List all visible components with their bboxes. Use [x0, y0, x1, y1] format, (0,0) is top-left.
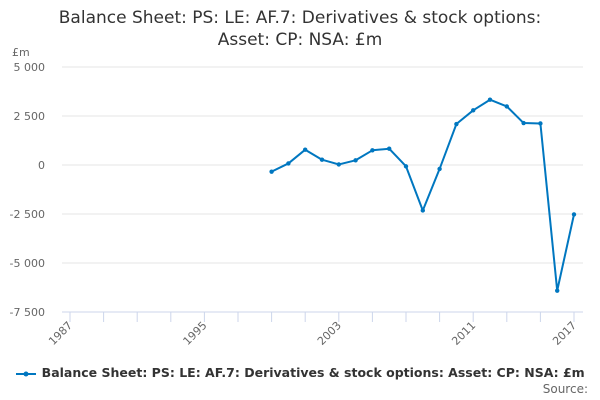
x-tick-label: 1987: [46, 319, 75, 348]
data-point: [571, 212, 577, 217]
data-point: [420, 208, 425, 213]
data-point: [336, 162, 341, 167]
data-point: [471, 108, 476, 113]
data-point: [303, 147, 308, 152]
data-point: [555, 288, 560, 293]
data-point: [504, 104, 509, 109]
data-point: [286, 161, 291, 166]
y-tick-label: -2 500: [10, 208, 45, 221]
chart-title-line1: Balance Sheet: PS: LE: AF.7: Derivatives…: [58, 8, 542, 28]
y-tick-label: -5 000: [10, 257, 45, 270]
source-label: Source:: [542, 382, 588, 396]
x-tick-label: 2017: [550, 319, 579, 348]
legend-line-icon: [16, 371, 37, 376]
chart-title-line2: Asset: CP: NSA: £m: [217, 30, 383, 50]
x-tick-label: 1995: [181, 319, 210, 348]
data-point: [487, 97, 493, 102]
series-line: [271, 98, 575, 292]
data-point: [454, 121, 459, 127]
data-point: [319, 157, 325, 162]
legend-label: Balance Sheet: PS: LE: AF.7: Derivatives…: [41, 365, 585, 380]
y-tick-label: 0: [38, 159, 45, 172]
data-point: [521, 120, 526, 126]
data-point: [437, 166, 442, 172]
x-tick-label: 2011: [449, 319, 478, 348]
data-point: [538, 121, 543, 126]
data-point: [269, 169, 274, 174]
y-axis-label: £m: [12, 46, 30, 59]
x-tick-label: 2003: [315, 319, 344, 348]
y-tick-label: 2 500: [14, 110, 46, 123]
data-point: [353, 158, 358, 163]
data-point: [387, 146, 392, 151]
data-point: [403, 164, 409, 169]
data-point: [370, 148, 375, 153]
y-tick-label: 5 000: [14, 61, 46, 74]
y-tick-label: -7 500: [10, 306, 45, 319]
legend-item[interactable]: Balance Sheet: PS: LE: AF.7: Derivatives…: [0, 365, 600, 380]
